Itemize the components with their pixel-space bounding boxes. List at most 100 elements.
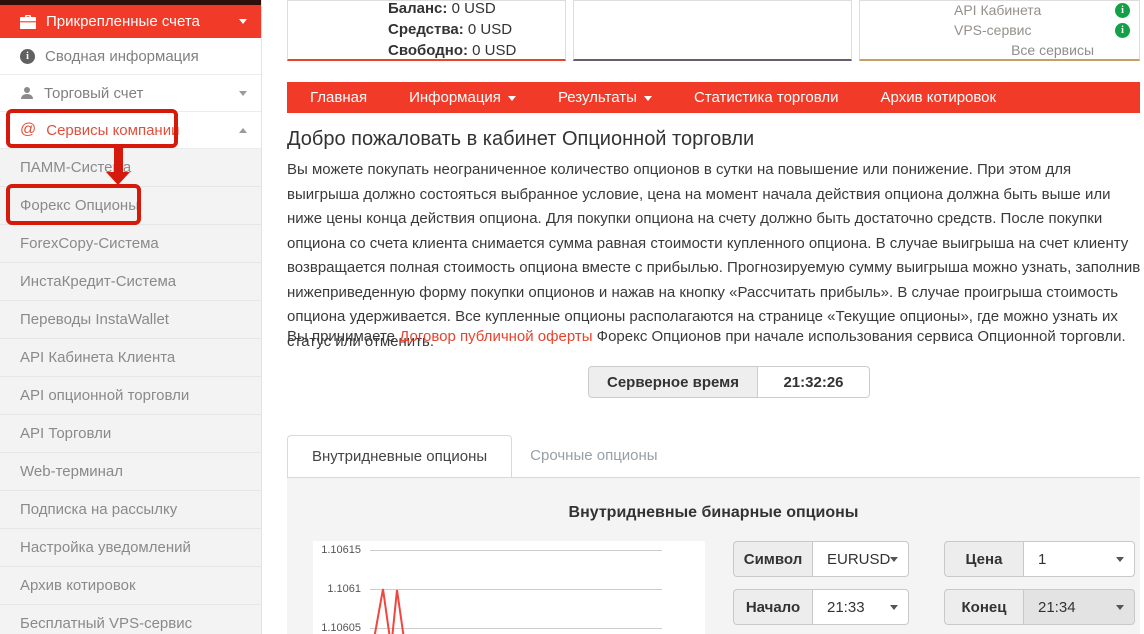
info-icon: i (20, 48, 35, 64)
server-time-widget: Серверное время 21:32:26 (588, 366, 870, 398)
balance-row: Свободно: 0 USD (388, 40, 565, 59)
sidebar-subitem-forex-options[interactable]: Форекс Опционы (0, 187, 261, 225)
service-row: API Кабинета i (860, 1, 1139, 20)
nav-quotes-archive[interactable]: Архив котировок (860, 89, 1018, 106)
sidebar: Прикрепленные счета i Сводная информация… (0, 0, 262, 634)
sidebar-subitem-notifications[interactable]: Настройка уведомлений (0, 529, 261, 567)
sidebar-item-label: Торговый счет (44, 84, 144, 102)
price-group: Цена 1 (944, 541, 1135, 577)
chevron-down-icon (643, 96, 652, 101)
info-icon-green[interactable]: i (1115, 2, 1130, 18)
free-label: Свободно: (388, 42, 468, 59)
top-strip (0, 0, 261, 5)
service-label: API Кабинета (954, 2, 1042, 18)
info-icon-green[interactable]: i (1115, 22, 1130, 38)
sidebar-subitem-subscription[interactable]: Подписка на рассылку (0, 491, 261, 529)
services-card: API Кабинета i VPS-сервис i Все сервисы (859, 0, 1140, 61)
accept-text: Вы принимаете Договор публичной оферты Ф… (287, 328, 1126, 345)
nav-results[interactable]: Результаты (537, 89, 673, 106)
subitem-label: Подписка на рассылку (20, 501, 178, 518)
y-tick: 1.1061 (327, 583, 361, 595)
start-group: Начало 21:33 (733, 589, 909, 625)
chevron-down-icon (507, 96, 516, 101)
price-value: 1 (1038, 550, 1047, 568)
start-label: Начало (733, 589, 813, 625)
public-offer-link[interactable]: Договор публичной оферты (399, 328, 593, 345)
sidebar-item-label: Сводная информация (45, 47, 199, 65)
balance-card: Баланс: 0 USD Средства: 0 USD Свободно: … (287, 0, 566, 61)
tab-intraday-options[interactable]: Внутридневные опционы (287, 435, 513, 477)
subitem-label: API опционной торговли (20, 387, 190, 404)
sidebar-item-company-services[interactable]: @ Сервисы компании (0, 112, 261, 149)
services-submenu: ПАММ-Система Форекс Опционы ForexCopy-Си… (0, 149, 261, 634)
nav-trading-statistics[interactable]: Статистика торговли (673, 89, 860, 106)
all-services-link[interactable]: Все сервисы (1011, 42, 1094, 58)
sidebar-subitem-api-trading[interactable]: API Торговли (0, 415, 261, 453)
nav-home[interactable]: Главная (289, 89, 388, 106)
service-label: VPS-сервис (954, 22, 1032, 38)
balance-row: Баланс: 0 USD (388, 0, 565, 19)
nav-label: Статистика торговли (693, 89, 839, 106)
sidebar-item-label: Сервисы компании (46, 121, 180, 139)
subitem-label: Настройка уведомлений (20, 539, 191, 556)
caret-down-icon (890, 557, 898, 562)
balance-value: 0 USD (451, 0, 496, 17)
nav-label: Главная (310, 89, 368, 106)
y-tick: 1.10615 (321, 544, 361, 556)
caret-down-icon (1116, 557, 1124, 562)
funds-value: 0 USD (467, 21, 513, 38)
subitem-label: API Торговли (20, 425, 112, 442)
sidebar-subitem-free-vps[interactable]: Бесплатный VPS-сервис (0, 605, 261, 634)
gridline (370, 589, 662, 590)
subitem-label: Web-терминал (20, 463, 124, 480)
subitem-label: API Кабинета Клиента (20, 349, 176, 366)
annotation-arrow (114, 148, 123, 174)
accept-suffix: Форекс Опционов при начале использования… (592, 328, 1126, 345)
sidebar-subitem-pamm[interactable]: ПАММ-Система (0, 149, 261, 187)
subitem-label: Архив котировок (20, 577, 136, 594)
caret-down-icon (1116, 605, 1124, 610)
price-chart: 1.10615 1.1061 1.10605 (313, 541, 705, 634)
end-select[interactable]: 21:34 (1024, 589, 1135, 625)
start-value: 21:33 (827, 598, 865, 616)
sidebar-item-trading-account[interactable]: Торговый счет (0, 75, 261, 112)
subitem-label: Бесплатный VPS-сервис (20, 615, 193, 632)
start-select[interactable]: 21:33 (813, 589, 909, 625)
intro-text: Вы можете покупать неограниченное количе… (287, 161, 1141, 350)
gridline (370, 628, 662, 629)
end-label: Конец (944, 589, 1024, 625)
chevron-down-icon (239, 19, 247, 24)
subitem-label: Форекс Опционы (20, 197, 139, 214)
chevron-up-icon (239, 127, 247, 133)
annotation-arrowhead (106, 172, 130, 185)
tab-expiry-options[interactable]: Срочные опционы (530, 447, 658, 464)
page-title: Добро пожаловать в кабинет Опционной тор… (287, 128, 755, 150)
sidebar-header-label: Прикрепленные счета (46, 13, 200, 30)
intraday-options-pane: Внутридневные бинарные опционы 1.10615 1… (287, 477, 1140, 634)
sidebar-subitem-forexcopy[interactable]: ForexCopy-Система (0, 225, 261, 263)
caret-down-icon (890, 605, 898, 610)
at-icon: @ (20, 121, 37, 138)
symbol-select[interactable]: EURUSD (813, 541, 909, 577)
balance-label: Баланс: (388, 0, 448, 17)
nav-information[interactable]: Информация (388, 89, 537, 106)
sidebar-header-attached-accounts[interactable]: Прикрепленные счета (0, 5, 261, 38)
sidebar-item-summary[interactable]: i Сводная информация (0, 38, 261, 75)
price-select[interactable]: 1 (1024, 541, 1135, 577)
main-nav: Главная Информация Результаты Статистика… (287, 82, 1140, 113)
accept-prefix: Вы принимаете (287, 328, 400, 345)
free-value: 0 USD (472, 42, 517, 59)
sidebar-subitem-web-terminal[interactable]: Web-терминал (0, 453, 261, 491)
sidebar-subitem-api-options[interactable]: API опционной торговли (0, 377, 261, 415)
sidebar-subitem-api-cabinet[interactable]: API Кабинета Клиента (0, 339, 261, 377)
chevron-down-icon (239, 90, 247, 96)
end-value: 21:34 (1038, 598, 1076, 616)
funds-label: Средства: (388, 21, 464, 38)
sidebar-subitem-instacredit[interactable]: ИнстаКредит-Система (0, 263, 261, 301)
sidebar-subitem-instawallet[interactable]: Переводы InstaWallet (0, 301, 261, 339)
briefcase-icon (20, 14, 36, 29)
subitem-label: ПАММ-Система (20, 159, 132, 176)
symbol-label: Символ (733, 541, 813, 577)
sidebar-subitem-quotes-archive[interactable]: Архив котировок (0, 567, 261, 605)
